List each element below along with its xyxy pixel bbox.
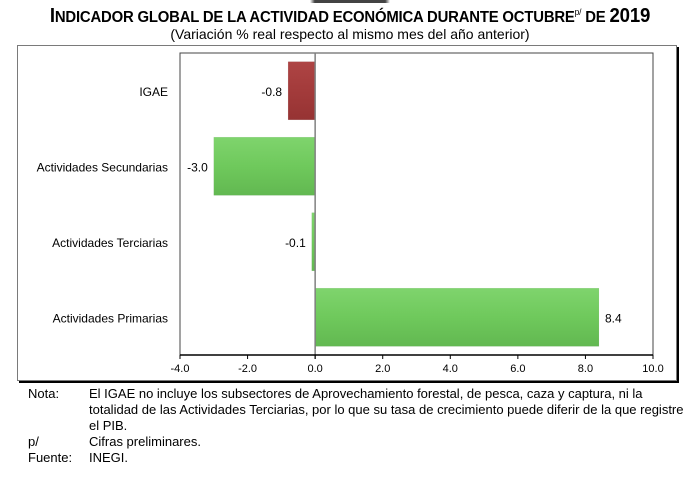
chart-frame	[17, 45, 677, 381]
chart-title: INDICADOR GLOBAL DE LA ACTIVIDAD ECONÓMI…	[25, 5, 676, 28]
note-row: Fuente: INEGI.	[28, 450, 689, 466]
note-text: Cifras preliminares.	[89, 434, 201, 449]
bar	[213, 136, 316, 196]
x-tick-label: -4.0	[171, 363, 190, 375]
cropped-chart-number-label	[310, 0, 390, 3]
x-tick-label: -2.0	[238, 363, 257, 375]
x-tick-label: 10.0	[642, 363, 663, 375]
note-row: Nota: El IGAE no incluye los subsectores…	[28, 386, 689, 434]
note-key: Fuente:	[28, 450, 73, 465]
title-superscript: p/	[574, 7, 582, 17]
category-label: Actividades Primarias	[53, 311, 168, 325]
data-label: -0.1	[285, 236, 306, 250]
x-tick-label: 4.0	[443, 363, 458, 375]
note-text: El IGAE no incluye los subsectores de Ap…	[89, 386, 684, 433]
x-tick-label: 2.0	[375, 363, 390, 375]
note-key: Nota:	[28, 386, 60, 401]
chart-subtitle: (Variación % real respecto al mismo mes …	[170, 26, 530, 42]
category-label: Actividades Terciarias	[52, 236, 168, 250]
title-suffix: DE	[581, 9, 610, 26]
data-label: -0.8	[261, 85, 282, 99]
chart-notes: Nota: El IGAE no incluye los subsectores…	[28, 386, 689, 466]
bar	[287, 61, 316, 121]
x-tick-label: 0.0	[307, 363, 322, 375]
category-label: IGAE	[139, 85, 168, 99]
category-label: Actividades Secundarias	[37, 160, 168, 174]
data-label: 8.4	[605, 311, 622, 325]
data-label: -3.0	[187, 160, 208, 174]
title-year: 2019	[609, 5, 651, 27]
x-tick-label: 6.0	[510, 363, 525, 375]
title-first-letter: I	[49, 5, 55, 27]
x-tick-label: 8.0	[578, 363, 593, 375]
note-row: p/ Cifras preliminares.	[28, 434, 689, 450]
title-text: NDICADOR GLOBAL DE LA ACTIVIDAD ECONÓMIC…	[54, 9, 575, 26]
note-text: INEGI.	[89, 450, 129, 465]
bar	[314, 287, 600, 347]
note-key: p/	[28, 434, 39, 449]
